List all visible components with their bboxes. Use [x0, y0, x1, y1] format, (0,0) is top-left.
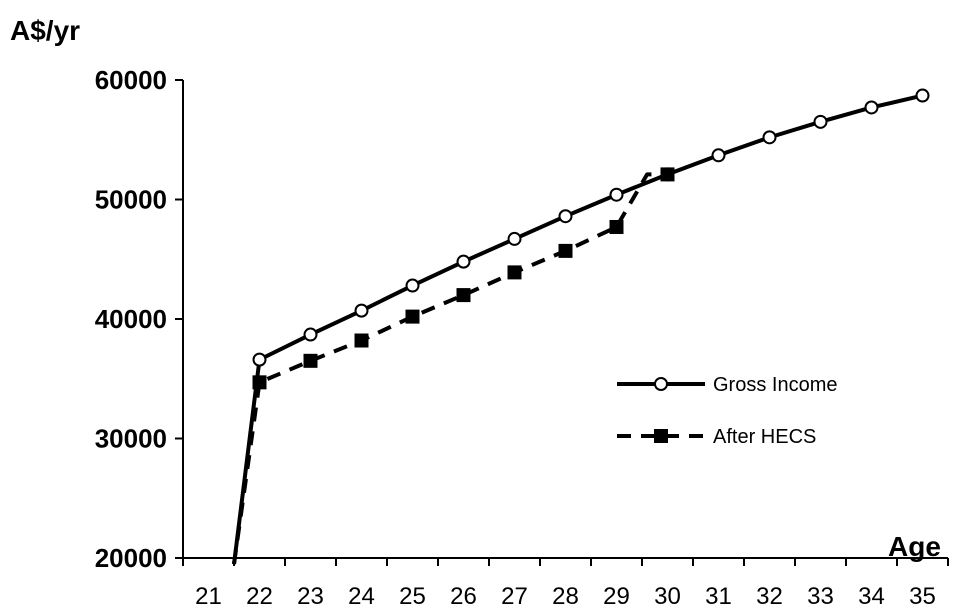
data-point-after-hecs — [456, 288, 471, 303]
x-tick-label: 29 — [603, 583, 630, 610]
data-point-after-hecs — [558, 243, 573, 258]
legend-marker-gross — [654, 377, 668, 391]
data-point-after-hecs — [405, 309, 420, 324]
data-point-gross-income — [507, 231, 522, 246]
data-point-gross-income — [711, 148, 726, 163]
x-ticks: 21 22 23 24 25 26 27 28 29 30 31 32 33 34 35 — [182, 558, 949, 610]
x-tick-label: 33 — [807, 583, 834, 610]
data-point-gross-income — [915, 88, 930, 103]
y-tick-label: 20000 — [95, 543, 167, 573]
series-line-gross-income — [232, 93, 923, 565]
data-point-after-hecs — [507, 265, 522, 280]
data-point-gross-income — [252, 352, 267, 367]
data-point-after-hecs — [660, 167, 675, 182]
legend-marker-hecs — [654, 429, 668, 443]
x-tick-label: 22 — [246, 583, 273, 610]
legend-label-hecs: After HECS — [713, 426, 816, 448]
data-point-gross-income — [864, 100, 879, 115]
data-point-after-hecs — [252, 375, 267, 390]
data-point-gross-income — [813, 114, 828, 129]
legend-label-gross: Gross Income — [713, 374, 837, 396]
data-point-gross-income — [558, 209, 573, 224]
x-tick-label: 28 — [552, 583, 579, 610]
x-tick-label: 25 — [399, 583, 426, 610]
data-point-gross-income — [762, 130, 777, 145]
y-tick-label: 40000 — [95, 304, 167, 334]
x-tick-label: 24 — [348, 583, 375, 610]
data-point-after-hecs — [354, 333, 369, 348]
data-point-after-hecs — [609, 219, 624, 234]
data-point-gross-income — [609, 187, 624, 202]
data-point-gross-income — [405, 278, 420, 293]
data-point-gross-income — [303, 327, 318, 342]
data-point-gross-income — [354, 303, 369, 318]
x-tick-label: 34 — [858, 583, 885, 610]
data-point-gross-income — [456, 254, 471, 269]
legend: Gross Income After HECS — [617, 374, 837, 448]
x-axis-title: Age — [888, 531, 941, 562]
series-layer — [232, 88, 930, 565]
y-tick-label: 60000 — [95, 65, 167, 95]
x-tick-label: 31 — [705, 583, 732, 610]
y-ticks: 60000 50000 40000 30000 20000 — [95, 65, 183, 573]
y-axis-title: A$/yr — [10, 15, 80, 46]
series-line-after-hecs — [232, 172, 668, 565]
y-tick-label: 30000 — [95, 424, 167, 454]
x-tick-label: 32 — [756, 583, 783, 610]
x-tick-label: 26 — [450, 583, 477, 610]
x-tick-label: 30 — [654, 583, 681, 610]
x-tick-label: 23 — [297, 583, 324, 610]
data-point-after-hecs — [303, 353, 318, 368]
y-tick-label: 50000 — [95, 185, 167, 215]
x-tick-label: 21 — [195, 583, 222, 610]
x-tick-label: 35 — [909, 583, 936, 610]
x-tick-label: 27 — [501, 583, 528, 610]
